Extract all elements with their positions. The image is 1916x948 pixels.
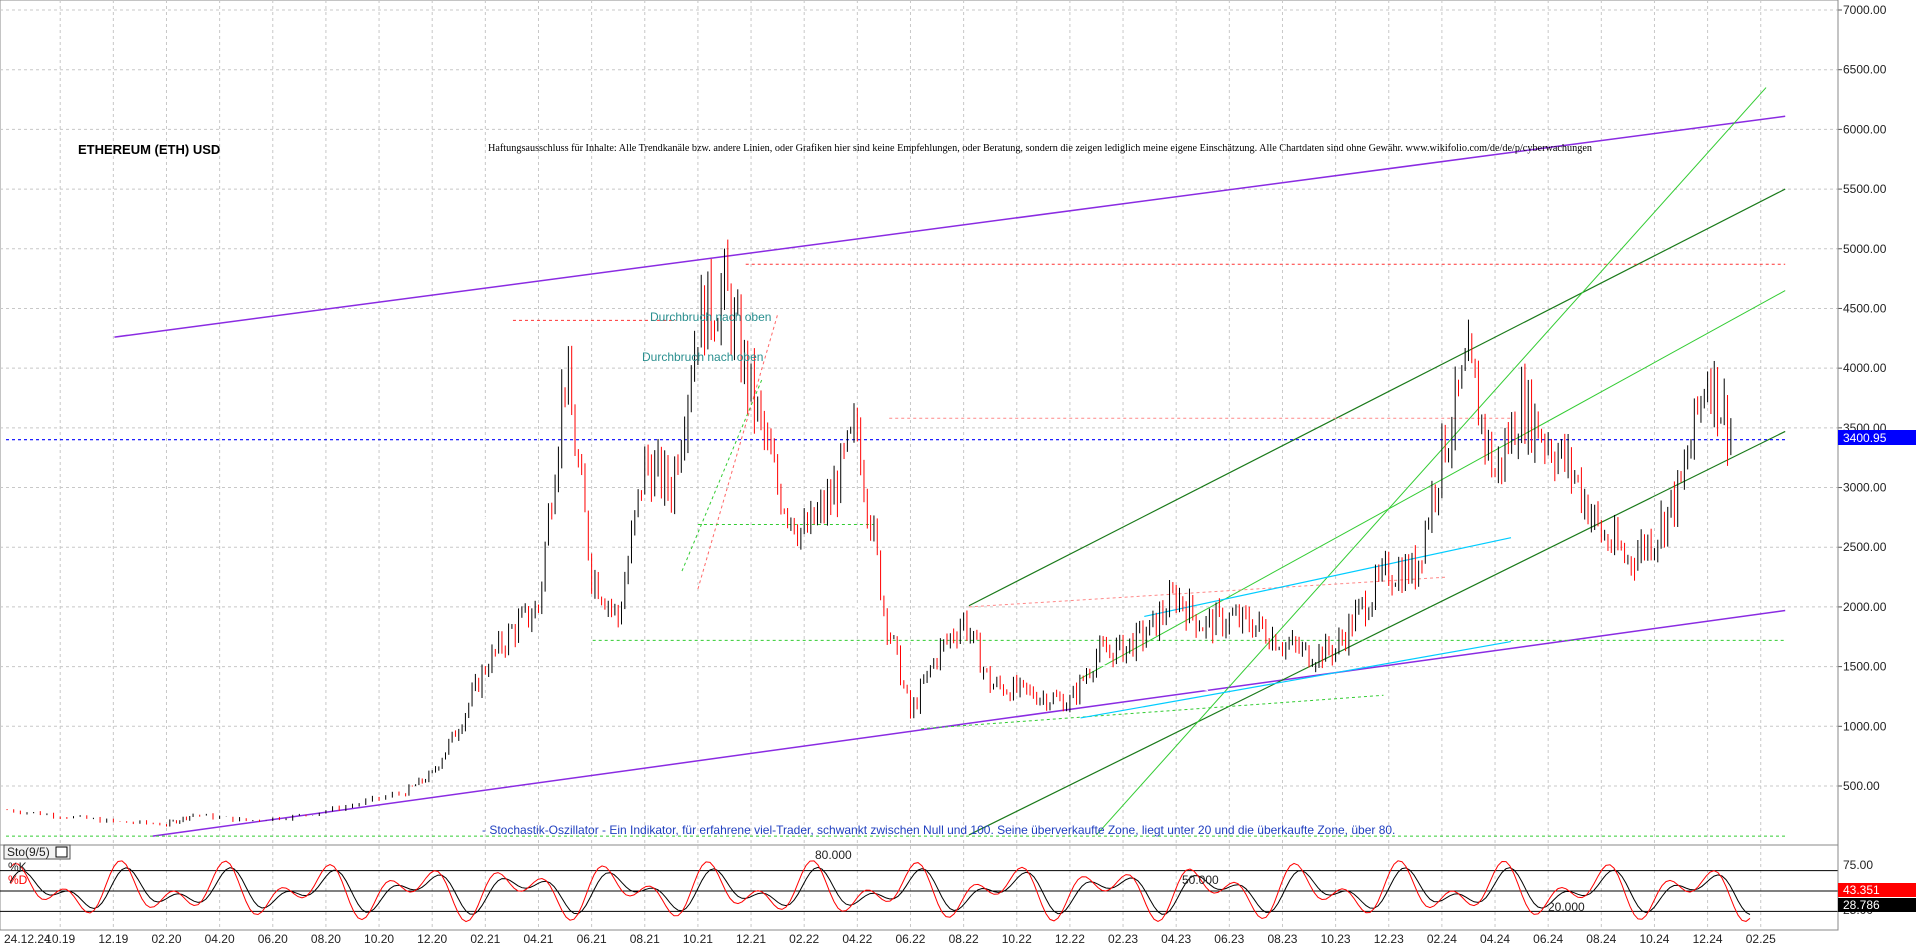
stoch-k-line — [9, 860, 1751, 923]
trend-line-light-2 — [1080, 290, 1786, 679]
spacer — [458, 510, 1209, 692]
x-tick-label: 04.20 — [205, 932, 235, 946]
green-dotted-line — [681, 379, 763, 572]
x-tick-label: 10.24 — [1639, 932, 1669, 946]
stoch-tick-75: 75.00 — [1843, 858, 1873, 872]
stoch-panel-frame — [0, 844, 1839, 931]
upper-channel-line — [114, 115, 1786, 338]
x-tick-label: 06.24 — [1533, 932, 1563, 946]
x-tick-label: 04.21 — [523, 932, 553, 946]
annotation-breakout-1: Durchbruch nach oben — [650, 310, 771, 324]
current-price-badge: 3400.95 — [1843, 431, 1887, 445]
y-tick-label: 5000.00 — [1843, 242, 1887, 256]
y-tick-label: 7000.00 — [1843, 3, 1887, 17]
y-tick-label: 6500.00 — [1843, 63, 1887, 77]
stoch-name: Sto(9/5) — [7, 845, 50, 859]
x-tick-label: 08.22 — [949, 932, 979, 946]
x-tick-label: 02.24 — [1427, 932, 1457, 946]
lower-channel-line — [152, 609, 1786, 837]
support-rising — [921, 694, 1384, 730]
x-tick-label: 08.21 — [630, 932, 660, 946]
x-tick-label: 06.20 — [258, 932, 288, 946]
x-tick-label: 12.24 — [1693, 932, 1723, 946]
stoch-d-line — [9, 866, 1751, 915]
stochastic-layer — [0, 860, 1838, 923]
stoch-level-50-label: 50.000 — [1182, 873, 1219, 887]
x-tick-label: 06.21 — [577, 932, 607, 946]
stoch-k-label: %K — [8, 860, 27, 874]
x-tick-label: 10.23 — [1321, 932, 1351, 946]
stoch-name-box — [3, 844, 71, 860]
y-tick-label: 6000.00 — [1843, 122, 1887, 136]
y-tick-label: 4000.00 — [1843, 361, 1887, 375]
red-rising-dotted — [968, 576, 1448, 608]
y-tick-label: 2500.00 — [1843, 540, 1887, 554]
stoch-d-label: %D — [8, 873, 28, 887]
cyan-line-2 — [1080, 640, 1512, 719]
chart-title: ETHEREUM (ETH) USD — [78, 142, 220, 157]
x-tick-label: 10.20 — [364, 932, 394, 946]
x-tick-label: 04.24 — [1480, 932, 1510, 946]
x-tick-label: 12.19 — [98, 932, 128, 946]
cyan-line-1 — [1144, 537, 1512, 618]
trend-line-dark-1 — [968, 188, 1786, 607]
y-tick-label: 3000.00 — [1843, 481, 1887, 495]
stoch-level-20-label: 20.000 — [1548, 900, 1585, 914]
stoch-level-80-label: 80.000 — [815, 848, 852, 862]
x-tick-label: 02.23 — [1108, 932, 1138, 946]
current-price-badge-bg — [1838, 430, 1916, 445]
x-tick-label: 04.23 — [1161, 932, 1191, 946]
x-tick-label: 02.22 — [789, 932, 819, 946]
y-tick-label: 2000.00 — [1843, 600, 1887, 614]
x-tick-label: 02.20 — [151, 932, 181, 946]
y-tick-label: 4500.00 — [1843, 301, 1887, 315]
annotation-breakout-2: Durchbruch nach oben — [642, 350, 763, 364]
price-series-layer — [6, 239, 1732, 827]
x-tick-label: 12.21 — [736, 932, 766, 946]
x-tick-label: 06.22 — [895, 932, 925, 946]
x-tick-label: 12.22 — [1055, 932, 1085, 946]
x-tick-label: 08.24 — [1586, 932, 1616, 946]
y-tick-label: 1500.00 — [1843, 660, 1887, 674]
trend-line-light-1 — [1096, 87, 1767, 836]
x-tick-label: 10.22 — [1002, 932, 1032, 946]
y-tick-label: 500.00 — [1843, 779, 1880, 793]
grid-layer — [0, 0, 1838, 930]
x-tick-label: 24.12.24 — [4, 932, 51, 946]
trend-line-dark-2 — [968, 430, 1786, 836]
stochastic-description: - Stochastik-Oszillator - Ein Indikator,… — [482, 823, 1395, 837]
x-tick-label: 12.20 — [417, 932, 447, 946]
y-tick-label: 5500.00 — [1843, 182, 1887, 196]
x-tick-label: 02.21 — [470, 932, 500, 946]
stoch-k-badge: 43.351 — [1843, 883, 1880, 897]
stoch-d-badge: 28.786 — [1843, 898, 1880, 912]
x-tick-label: 06.23 — [1214, 932, 1244, 946]
x-tick-label: 10.21 — [683, 932, 713, 946]
stoch-expand-icon[interactable] — [55, 846, 68, 858]
disclaimer-text: Haftungsausschluss für Inhalte: Alle Tre… — [488, 143, 1592, 154]
x-tick-label: 10.19 — [45, 932, 75, 946]
x-tick-label: 08.23 — [1267, 932, 1297, 946]
x-tick-label: 12.23 — [1374, 932, 1404, 946]
x-tick-label: 08.20 — [311, 932, 341, 946]
stoch-k-badge-bg — [1838, 883, 1916, 897]
x-tick-label: 02.25 — [1746, 932, 1776, 946]
y-tick-label: 1000.00 — [1843, 719, 1887, 733]
price-panel-frame — [0, 0, 1839, 846]
x-tick-label: 04.22 — [842, 932, 872, 946]
trendlines-layer — [6, 87, 1786, 837]
stoch-d-badge-bg — [1838, 898, 1916, 912]
